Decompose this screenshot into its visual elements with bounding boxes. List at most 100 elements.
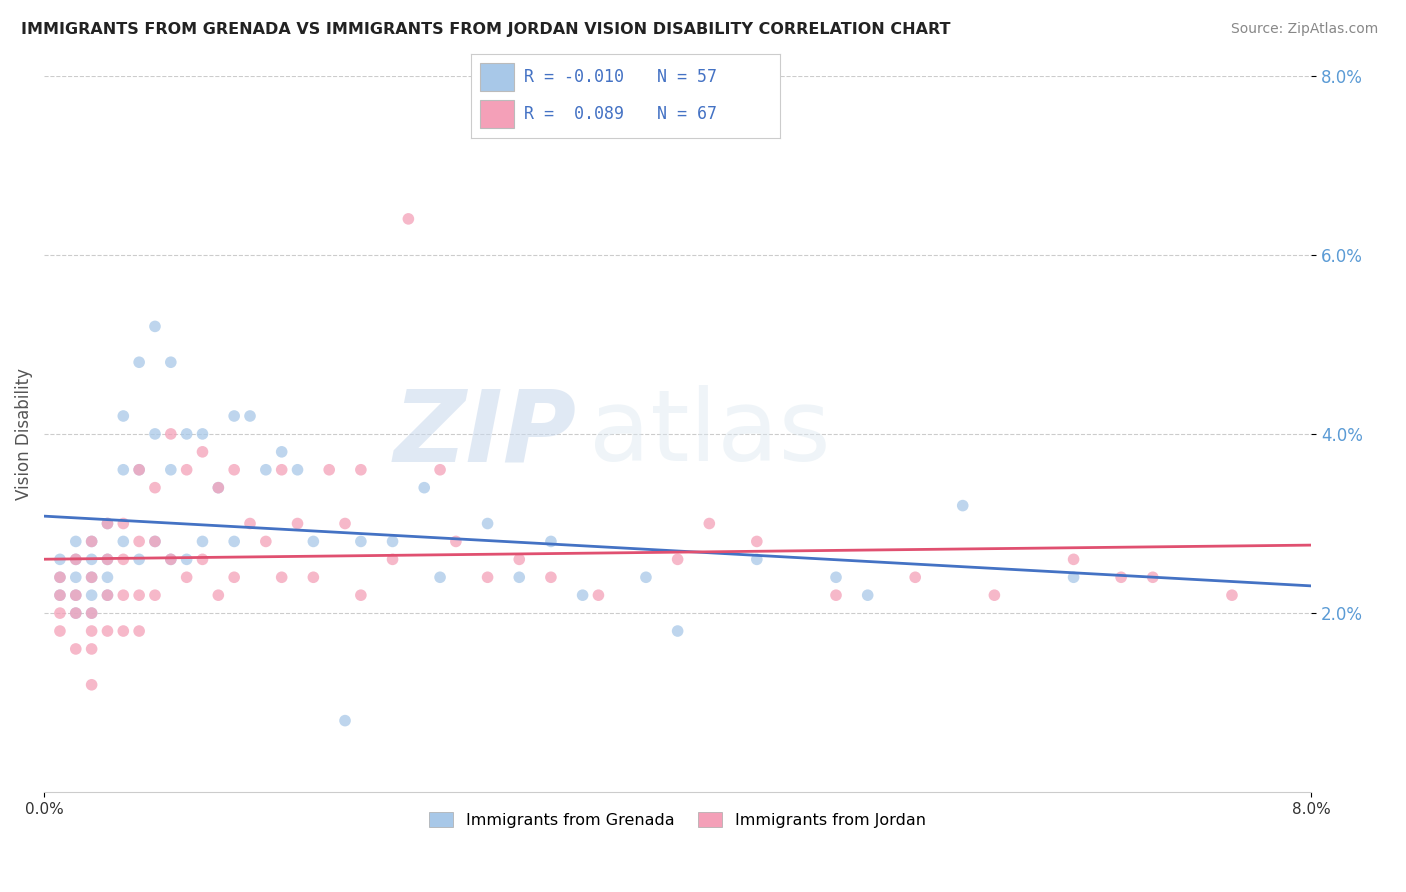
Point [224, 570, 246, 584]
Point [128, 624, 150, 638]
Point [1063, 552, 1085, 566]
Point [65, 606, 87, 620]
Point [350, 588, 373, 602]
FancyBboxPatch shape [481, 62, 515, 91]
Point [350, 463, 373, 477]
Point [96, 588, 118, 602]
Point [96, 570, 118, 584]
Point [191, 552, 214, 566]
Point [270, 445, 292, 459]
Point [143, 534, 166, 549]
FancyBboxPatch shape [481, 100, 515, 128]
Point [112, 409, 135, 423]
Point [96, 552, 118, 566]
Point [80, 624, 103, 638]
Point [128, 355, 150, 369]
Point [224, 463, 246, 477]
Point [96, 552, 118, 566]
Point [112, 588, 135, 602]
Point [444, 534, 467, 549]
Point [143, 588, 166, 602]
Point [112, 624, 135, 638]
Point [413, 481, 436, 495]
Point [333, 516, 356, 531]
Point [381, 534, 404, 549]
Point [224, 409, 246, 423]
Point [49, 570, 72, 584]
Point [65, 534, 87, 549]
Point [302, 534, 325, 549]
Point [429, 463, 451, 477]
Point [128, 463, 150, 477]
Point [80, 534, 103, 549]
Point [1142, 570, 1164, 584]
Point [176, 426, 198, 441]
Point [904, 570, 927, 584]
Point [80, 534, 103, 549]
Point [856, 588, 879, 602]
Text: N = 57: N = 57 [657, 68, 717, 86]
Point [128, 552, 150, 566]
Point [159, 552, 181, 566]
Point [159, 355, 181, 369]
Point [80, 606, 103, 620]
Point [80, 588, 103, 602]
Point [254, 463, 277, 477]
Point [112, 534, 135, 549]
Point [1063, 570, 1085, 584]
Point [666, 552, 689, 566]
Point [112, 516, 135, 531]
Point [477, 516, 499, 531]
Point [270, 570, 292, 584]
Point [207, 588, 229, 602]
Text: atlas: atlas [589, 385, 831, 483]
Point [287, 463, 309, 477]
Point [143, 534, 166, 549]
Point [318, 463, 340, 477]
Point [80, 606, 103, 620]
Point [80, 570, 103, 584]
Point [128, 588, 150, 602]
Point [207, 481, 229, 495]
Text: R =  0.089: R = 0.089 [523, 105, 624, 123]
Point [1109, 570, 1132, 584]
Point [239, 409, 262, 423]
Point [49, 570, 72, 584]
Point [191, 426, 214, 441]
Point [477, 570, 499, 584]
Point [634, 570, 657, 584]
Point [65, 588, 87, 602]
Point [128, 534, 150, 549]
Point [952, 499, 974, 513]
Y-axis label: Vision Disability: Vision Disability [15, 368, 32, 500]
Legend: Immigrants from Grenada, Immigrants from Jordan: Immigrants from Grenada, Immigrants from… [423, 806, 932, 835]
Point [1220, 588, 1243, 602]
Point [254, 534, 277, 549]
Point [825, 570, 848, 584]
Point [143, 426, 166, 441]
Point [540, 570, 562, 584]
Point [191, 534, 214, 549]
Point [588, 588, 610, 602]
Point [80, 678, 103, 692]
Point [302, 570, 325, 584]
Text: Source: ZipAtlas.com: Source: ZipAtlas.com [1230, 22, 1378, 37]
Point [159, 552, 181, 566]
Point [80, 570, 103, 584]
Point [176, 463, 198, 477]
Point [49, 588, 72, 602]
Point [65, 588, 87, 602]
Point [224, 534, 246, 549]
Point [159, 463, 181, 477]
Point [96, 516, 118, 531]
Point [65, 552, 87, 566]
Point [666, 624, 689, 638]
Point [825, 588, 848, 602]
Point [191, 445, 214, 459]
Point [745, 552, 768, 566]
Point [270, 463, 292, 477]
Point [65, 552, 87, 566]
Point [49, 606, 72, 620]
Point [287, 516, 309, 531]
Point [176, 552, 198, 566]
